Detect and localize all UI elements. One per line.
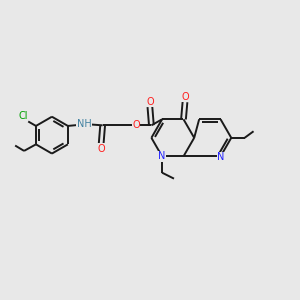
Text: N: N	[158, 151, 166, 161]
Text: N: N	[218, 152, 225, 162]
Text: O: O	[132, 120, 140, 130]
Text: NH: NH	[77, 119, 92, 129]
Text: O: O	[98, 144, 105, 154]
Text: O: O	[181, 92, 189, 102]
Text: Cl: Cl	[18, 111, 28, 121]
Text: O: O	[146, 97, 154, 107]
